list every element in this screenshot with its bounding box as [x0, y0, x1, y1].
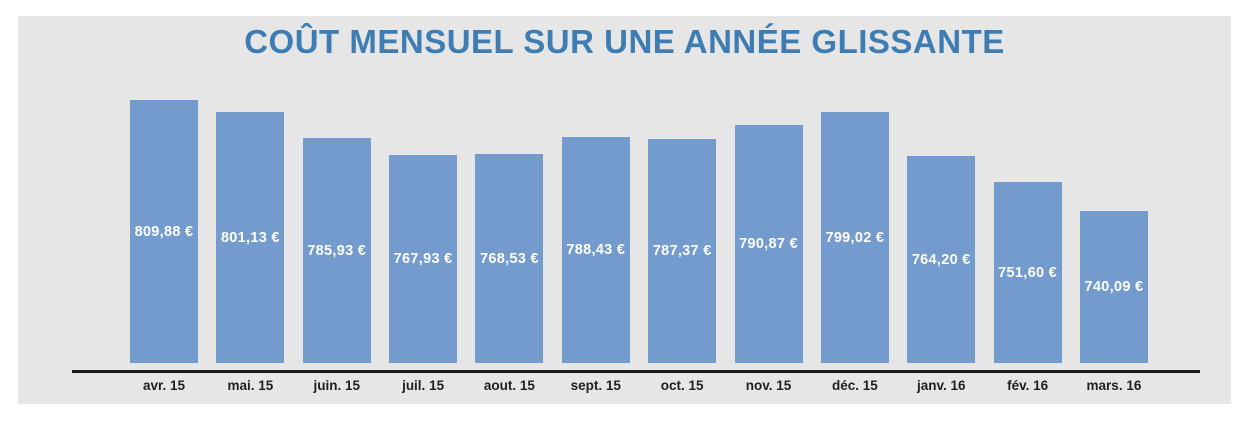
x-axis-label: déc. 15 [831, 378, 878, 393]
bar-value-label: 801,13 € [220, 229, 280, 246]
x-axis-label: nov. 15 [745, 378, 792, 393]
chart-panel: COÛT MENSUEL SUR UNE ANNÉE GLISSANTE 809… [18, 16, 1231, 404]
x-axis-label: oct. 15 [660, 378, 704, 393]
bar-mai-15: 801,13 € [216, 112, 285, 363]
bar-value-label: 767,93 € [393, 251, 453, 267]
x-axis-label: aout. 15 [483, 378, 535, 393]
x-axis-label: janv. 16 [916, 378, 966, 393]
bar-aout-15: 768,53 € [475, 154, 544, 363]
x-axis-label: mai. 15 [227, 378, 274, 393]
x-axis-label: sept. 15 [570, 378, 621, 393]
bar-value-label: 790,87 € [739, 236, 798, 252]
bar-oct-15: 787,37 € [648, 139, 717, 363]
bar-fév-16: 751,60 € [993, 182, 1062, 363]
bar-avr-15: 809,88 € [130, 100, 198, 363]
bar-sept-15: 788,43 € [561, 137, 630, 363]
bar-value-label: 740,09 € [1084, 279, 1144, 295]
x-axis-label: juin. 15 [313, 378, 360, 393]
bar-mars-16: 740,09 € [1079, 211, 1148, 363]
bar-value-label: 785,93 € [307, 242, 367, 259]
chart-title: COÛT MENSUEL SUR UNE ANNÉE GLISSANTE [244, 23, 1005, 60]
bar-déc-15: 799,02 € [820, 112, 889, 363]
bar-value-label: 787,37 € [652, 243, 712, 259]
x-axis-line [72, 370, 1200, 373]
bar-juin-15: 785,93 € [302, 138, 371, 363]
x-axis-label: juil. 15 [402, 378, 445, 393]
bar-value-label: 764,20 € [911, 251, 971, 268]
x-axis-label: fév. 16 [1007, 378, 1049, 393]
plot-area: 809,88 € 801,13 € 785,93 € 767,93 € 768,53 €… [18, 16, 1231, 404]
x-axis-label: avr. 15 [142, 378, 186, 393]
bar-value-label: 751,60 € [998, 264, 1058, 281]
bar-nov-15: 790,87 € [734, 125, 803, 363]
bar-value-label: 799,02 € [825, 229, 885, 246]
bar-juil-15: 767,93 € [389, 155, 458, 363]
bar-value-label: 809,88 € [134, 223, 194, 240]
bar-value-label: 788,43 € [566, 242, 626, 258]
bar-value-label: 768,53 € [480, 250, 539, 267]
x-axis-label: mars. 16 [1086, 378, 1142, 393]
bar-janv-16: 764,20 € [907, 156, 976, 363]
